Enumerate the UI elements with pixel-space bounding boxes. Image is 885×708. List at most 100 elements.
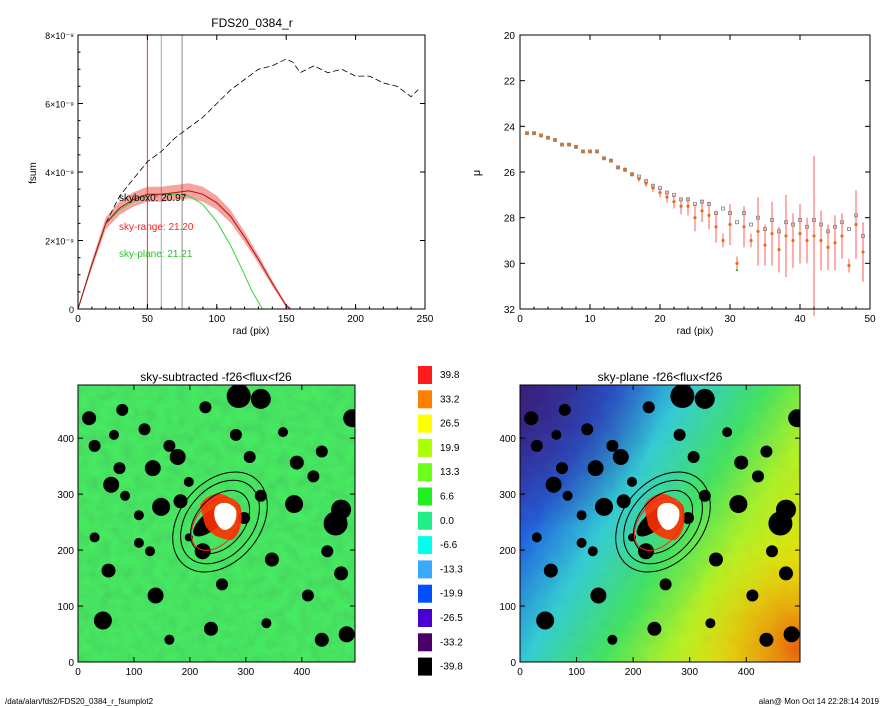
sky-range-curve xyxy=(78,190,291,309)
colorbar-swatch xyxy=(418,366,432,384)
masked-source xyxy=(530,439,543,452)
mu-point-orange xyxy=(553,138,557,142)
masked-source xyxy=(103,476,120,493)
mu-xtick-label: 30 xyxy=(724,314,736,325)
mu-ytick-label: 28 xyxy=(504,214,516,225)
mu-point-grey xyxy=(707,202,711,206)
mu-point-grey xyxy=(679,197,683,202)
masked-source xyxy=(343,409,355,428)
sky-plane-image-panel: sky-plane -f26<flux<f26 0 100 200 300 400 0 10… xyxy=(499,370,801,678)
image-ytick-label: 400 xyxy=(57,434,74,445)
masked-source xyxy=(164,634,175,645)
mu-point-grey xyxy=(763,227,767,231)
mu-point-grey xyxy=(861,234,865,238)
mu-point-orange xyxy=(707,213,711,217)
masked-source xyxy=(183,476,194,487)
masked-source xyxy=(133,510,144,521)
masked-source xyxy=(199,401,212,414)
fsum-xtick-label: 200 xyxy=(347,314,364,325)
masked-source xyxy=(88,439,101,452)
sky-subtracted-ticks: 0 100 200 300 400 0 100 200 300 400 xyxy=(57,385,355,678)
colorbar-label: -13.3 xyxy=(440,564,463,575)
masked-source xyxy=(82,411,97,426)
mu-point-orange xyxy=(630,172,634,176)
masked-source xyxy=(285,495,304,514)
sky-plane-curve xyxy=(78,193,264,309)
image-ytick-label: 300 xyxy=(499,490,516,501)
mu-ytick-label: 32 xyxy=(504,305,516,316)
sky-plane-title: sky-plane -f26<flux<f26 xyxy=(598,370,723,384)
masked-source xyxy=(543,563,558,578)
mu-point-grey xyxy=(749,222,753,227)
mu-point-orange xyxy=(819,238,823,243)
colorbar-label: 6.6 xyxy=(440,492,454,503)
masked-source xyxy=(163,439,176,452)
masked-source xyxy=(694,388,715,409)
image-xtick-label: 400 xyxy=(293,667,310,678)
masked-source xyxy=(576,537,587,548)
masked-source xyxy=(89,532,100,543)
image-ytick-label: 200 xyxy=(499,546,516,557)
masked-source xyxy=(204,621,218,636)
masked-source xyxy=(254,489,267,502)
mu-point-orange xyxy=(609,158,613,163)
mu-point-grey xyxy=(791,222,795,227)
masked-source xyxy=(638,543,654,560)
masked-source xyxy=(93,611,112,630)
masked-source xyxy=(120,490,131,501)
masked-source xyxy=(595,497,613,516)
colorbar-swatch xyxy=(418,609,432,627)
masked-source xyxy=(113,462,126,475)
masked-source xyxy=(229,428,242,441)
masked-source xyxy=(250,388,271,409)
footer-file-path: /data/alan/fds2/FDS20_0384_r_fsumplot2 xyxy=(5,697,154,706)
masked-source xyxy=(321,545,334,558)
masked-source xyxy=(545,476,562,493)
mu-point-grey xyxy=(665,190,669,195)
mu-point-orange xyxy=(658,190,662,195)
colorbar-swatch xyxy=(418,536,432,555)
mu-point-grey xyxy=(833,224,837,229)
mu-point-orange xyxy=(728,222,732,227)
fsum-xtick-label: 250 xyxy=(417,314,434,325)
sky-subtracted-title: sky-subtracted -f26<flux<f26 xyxy=(140,370,292,384)
mu-point-orange xyxy=(672,200,676,204)
masked-source xyxy=(147,587,164,604)
colorbar-label: 39.8 xyxy=(440,370,460,381)
mu-point-orange xyxy=(756,229,760,233)
colorbar: 39.8 33.2 26.5 19.9 13.3 6.6 0.0 -6.6 -13.3 -19.9… xyxy=(418,366,463,676)
mu-point-grey xyxy=(742,211,746,216)
mu-point-orange xyxy=(651,186,655,190)
masked-source xyxy=(590,587,607,604)
masked-source xyxy=(558,403,571,416)
masked-source xyxy=(264,552,279,567)
colorbar-swatch xyxy=(418,463,432,482)
colorbar-swatch xyxy=(418,657,432,676)
masked-source xyxy=(587,546,598,557)
mu-point-orange xyxy=(784,234,788,238)
mu-point-orange xyxy=(595,149,599,154)
fsum-plot: FDS20_0384_r 0 50 100 150 200 250 0 2×10⁻⁹ 4×10⁻… xyxy=(28,16,434,337)
mu-point-orange xyxy=(777,248,781,252)
masked-source xyxy=(261,618,272,629)
masked-source xyxy=(556,462,568,475)
mu-point-orange xyxy=(616,165,620,170)
masked-source xyxy=(705,618,716,629)
mu-point-orange xyxy=(763,243,767,247)
image-xtick-label: 0 xyxy=(75,667,81,678)
mu-point-grey xyxy=(847,227,851,231)
mu-point-orange xyxy=(693,216,697,220)
masked-source xyxy=(243,451,256,463)
mu-point-grey xyxy=(700,199,704,204)
annotation-sky-plane: sky-plane: 21.21 xyxy=(119,249,193,260)
masked-source xyxy=(729,495,748,514)
fsum-ylabel: fsum xyxy=(28,162,39,184)
mu-point-orange xyxy=(714,225,718,229)
masked-source xyxy=(145,546,155,557)
masked-source xyxy=(607,634,618,645)
mu-point-orange xyxy=(679,204,683,208)
mu-points xyxy=(525,131,865,316)
mu-point-orange xyxy=(805,238,809,243)
mu-point-orange xyxy=(861,250,865,254)
colorbar-swatch xyxy=(418,584,432,603)
